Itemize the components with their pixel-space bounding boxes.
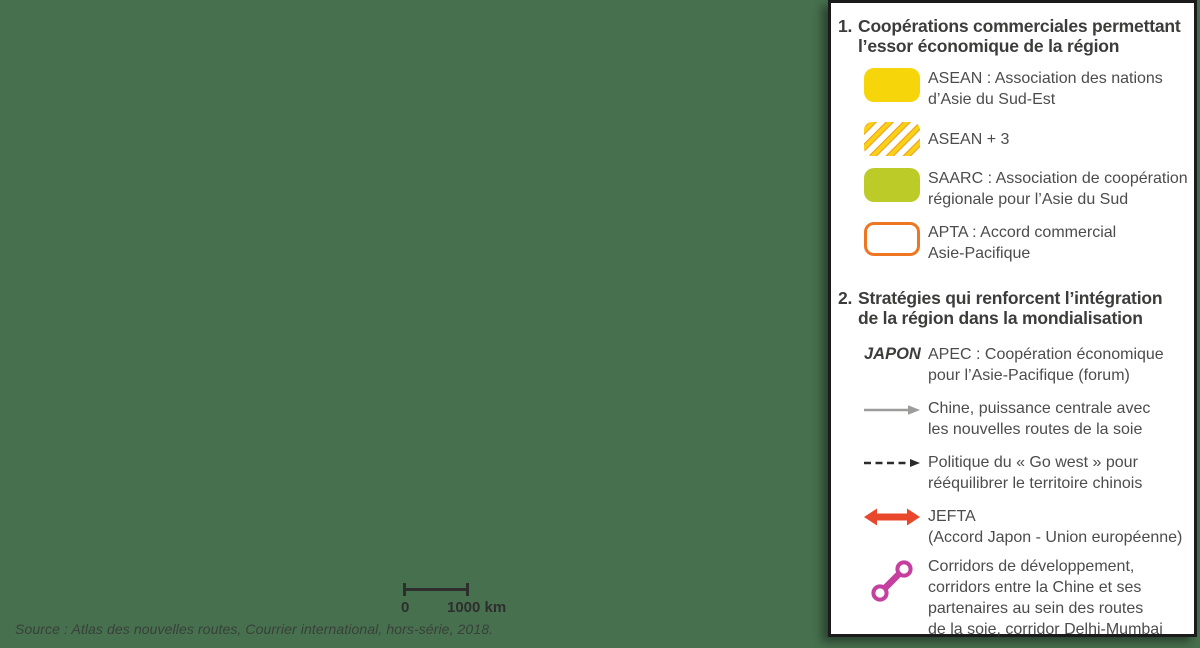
- legend-label: APEC : Coopération économique pour l’Asi…: [928, 346, 1164, 384]
- section2-title-text: Stratégies qui renforcent l’intégration …: [858, 288, 1163, 328]
- legend-label: ASEAN + 3: [928, 130, 1010, 148]
- legend-item-jefta: JEFTA (Accord Japon - Union européenne): [864, 506, 1188, 548]
- section2-number: 2.: [838, 288, 853, 308]
- legend-label: APTA : Accord commercial Asie-Pacifique: [928, 224, 1117, 262]
- asean3-hatched-swatch: [864, 122, 920, 156]
- jefta-double-arrow-icon: [864, 508, 920, 526]
- section1-number: 1.: [838, 16, 853, 36]
- china-gray-arrow-icon: [864, 403, 920, 417]
- legend-label: Politique du « Go west » pour rééquilibr…: [928, 454, 1143, 492]
- source-credit: Source : Atlas des nouvelles routes, Cou…: [15, 621, 494, 637]
- japon-text-symbol: JAPON: [864, 345, 921, 363]
- legend-label: SAARC : Association de coopération régio…: [928, 170, 1188, 208]
- saarc-swatch: [864, 168, 920, 202]
- legend-item-apta: APTA : Accord commercial Asie-Pacifique: [864, 222, 1188, 264]
- legend-item-asean: ASEAN : Association des nations d’Asie d…: [864, 68, 1188, 110]
- map-scale-bar: 0 1000 km: [401, 583, 513, 617]
- legend-item-corridors: Corridors de développement, corridors en…: [864, 556, 1188, 640]
- section2-title: 2. Stratégies qui renforcent l’intégrati…: [838, 288, 1188, 328]
- legend-item-go-west: Politique du « Go west » pour rééquilibr…: [864, 452, 1188, 494]
- scale-end-label: 1000 km: [447, 599, 507, 616]
- legend-label: ASEAN : Association des nations d’Asie d…: [928, 70, 1163, 108]
- go-west-dashed-arrow-icon: [864, 457, 920, 469]
- legend-item-asean3: ASEAN + 3: [864, 122, 1188, 156]
- map-legend-panel: 1. Coopérations commerciales permettant …: [828, 0, 1197, 640]
- legend-label: Corridors de développement, corridors en…: [928, 558, 1163, 638]
- development-corridor-icon: [864, 558, 920, 604]
- section1-title: 1. Coopérations commerciales permettant …: [838, 16, 1188, 56]
- legend-item-china-routes: Chine, puissance centrale avec les nouve…: [864, 398, 1188, 440]
- legend-item-saarc: SAARC : Association de coopération régio…: [864, 168, 1188, 210]
- scale-start-label: 0: [401, 599, 410, 616]
- scale-bar-line: [403, 583, 469, 596]
- apta-outline-swatch: [864, 222, 920, 256]
- legend-label: JEFTA (Accord Japon - Union européenne): [928, 508, 1183, 546]
- asean-swatch: [864, 68, 920, 102]
- legend-label: Chine, puissance centrale avec les nouve…: [928, 400, 1151, 438]
- legend-item-apec: JAPON Chine, puissance centrale avec les…: [864, 344, 1188, 386]
- section1-title-text: Coopérations commerciales permettant l’e…: [858, 16, 1181, 56]
